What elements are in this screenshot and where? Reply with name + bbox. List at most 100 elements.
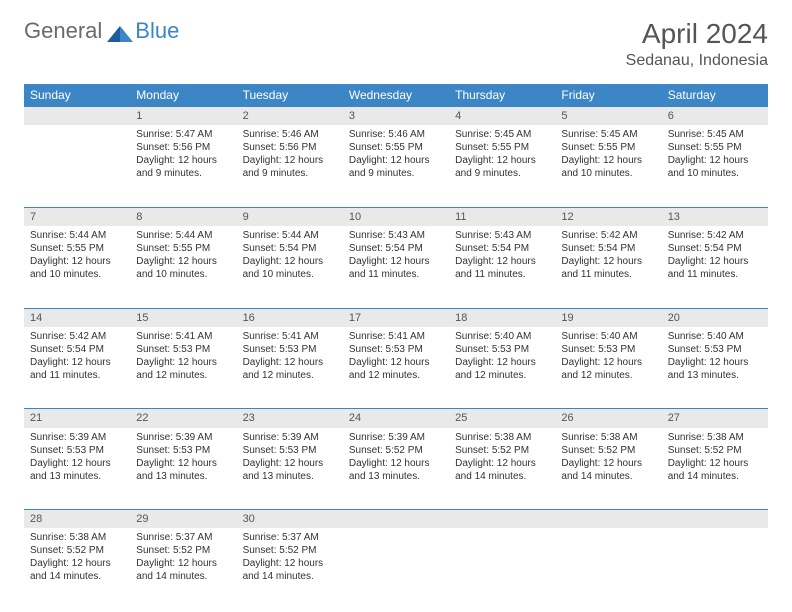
day-number-cell: 23: [237, 409, 343, 428]
day-content-cell: Sunrise: 5:38 AMSunset: 5:52 PMDaylight:…: [449, 428, 555, 510]
day-number-cell: [343, 510, 449, 529]
day-content-cell: Sunrise: 5:43 AMSunset: 5:54 PMDaylight:…: [343, 226, 449, 308]
daylight-line: Daylight: 12 hours and 11 minutes.: [30, 356, 124, 382]
day-content-cell: [449, 528, 555, 610]
day-content-cell: Sunrise: 5:44 AMSunset: 5:55 PMDaylight:…: [130, 226, 236, 308]
sunset-line: Sunset: 5:53 PM: [30, 444, 124, 457]
day-content-cell: Sunrise: 5:42 AMSunset: 5:54 PMDaylight:…: [662, 226, 768, 308]
daylight-line: Daylight: 12 hours and 12 minutes.: [561, 356, 655, 382]
sunrise-line: Sunrise: 5:45 AM: [561, 128, 655, 141]
calendar-table: SundayMondayTuesdayWednesdayThursdayFrid…: [24, 84, 768, 610]
weekday-header: Thursday: [449, 84, 555, 107]
daylight-line: Daylight: 12 hours and 11 minutes.: [561, 255, 655, 281]
daylight-line: Daylight: 12 hours and 14 minutes.: [668, 457, 762, 483]
day-number-cell: [662, 510, 768, 529]
weekday-header: Wednesday: [343, 84, 449, 107]
day-content-cell: Sunrise: 5:45 AMSunset: 5:55 PMDaylight:…: [449, 125, 555, 207]
day-content-cell: [24, 125, 130, 207]
sunrise-line: Sunrise: 5:44 AM: [136, 229, 230, 242]
day-number-cell: 22: [130, 409, 236, 428]
day-content-cell: Sunrise: 5:40 AMSunset: 5:53 PMDaylight:…: [555, 327, 661, 409]
day-number-cell: 15: [130, 308, 236, 327]
daylight-line: Daylight: 12 hours and 9 minutes.: [136, 154, 230, 180]
weekday-header: Monday: [130, 84, 236, 107]
day-number-cell: 27: [662, 409, 768, 428]
day-content-cell: Sunrise: 5:38 AMSunset: 5:52 PMDaylight:…: [24, 528, 130, 610]
logo: General Blue: [24, 18, 179, 44]
sunset-line: Sunset: 5:54 PM: [30, 343, 124, 356]
day-number-cell: 21: [24, 409, 130, 428]
sunset-line: Sunset: 5:52 PM: [668, 444, 762, 457]
daylight-line: Daylight: 12 hours and 12 minutes.: [243, 356, 337, 382]
sunrise-line: Sunrise: 5:47 AM: [136, 128, 230, 141]
sunset-line: Sunset: 5:53 PM: [349, 343, 443, 356]
sunrise-line: Sunrise: 5:38 AM: [455, 431, 549, 444]
day-number-cell: 6: [662, 107, 768, 126]
sunset-line: Sunset: 5:54 PM: [668, 242, 762, 255]
sunset-line: Sunset: 5:54 PM: [455, 242, 549, 255]
day-number-cell: 2: [237, 107, 343, 126]
day-content-cell: [343, 528, 449, 610]
daylight-line: Daylight: 12 hours and 10 minutes.: [561, 154, 655, 180]
day-number-cell: 1: [130, 107, 236, 126]
sunrise-line: Sunrise: 5:39 AM: [243, 431, 337, 444]
sunset-line: Sunset: 5:53 PM: [668, 343, 762, 356]
sunset-line: Sunset: 5:54 PM: [561, 242, 655, 255]
sunset-line: Sunset: 5:55 PM: [30, 242, 124, 255]
day-content-row: Sunrise: 5:38 AMSunset: 5:52 PMDaylight:…: [24, 528, 768, 610]
day-number-cell: 18: [449, 308, 555, 327]
day-number-cell: 17: [343, 308, 449, 327]
day-content-cell: Sunrise: 5:41 AMSunset: 5:53 PMDaylight:…: [130, 327, 236, 409]
location: Sedanau, Indonesia: [626, 52, 768, 70]
sunset-line: Sunset: 5:54 PM: [349, 242, 443, 255]
sunrise-line: Sunrise: 5:39 AM: [136, 431, 230, 444]
sunset-line: Sunset: 5:52 PM: [561, 444, 655, 457]
sunset-line: Sunset: 5:52 PM: [30, 544, 124, 557]
daylight-line: Daylight: 12 hours and 11 minutes.: [668, 255, 762, 281]
sunset-line: Sunset: 5:53 PM: [561, 343, 655, 356]
daylight-line: Daylight: 12 hours and 13 minutes.: [136, 457, 230, 483]
sunrise-line: Sunrise: 5:46 AM: [349, 128, 443, 141]
sunset-line: Sunset: 5:56 PM: [243, 141, 337, 154]
daylight-line: Daylight: 12 hours and 13 minutes.: [668, 356, 762, 382]
day-number-row: 282930: [24, 510, 768, 529]
weekday-header: Sunday: [24, 84, 130, 107]
sunrise-line: Sunrise: 5:37 AM: [243, 531, 337, 544]
sunrise-line: Sunrise: 5:41 AM: [349, 330, 443, 343]
title-block: April 2024 Sedanau, Indonesia: [626, 18, 768, 70]
sunset-line: Sunset: 5:52 PM: [243, 544, 337, 557]
day-number-cell: 26: [555, 409, 661, 428]
logo-triangle-icon: [107, 24, 133, 42]
sunrise-line: Sunrise: 5:38 AM: [30, 531, 124, 544]
sunrise-line: Sunrise: 5:39 AM: [349, 431, 443, 444]
day-content-cell: Sunrise: 5:45 AMSunset: 5:55 PMDaylight:…: [662, 125, 768, 207]
month-title: April 2024: [626, 18, 768, 50]
day-number-cell: 10: [343, 207, 449, 226]
sunrise-line: Sunrise: 5:37 AM: [136, 531, 230, 544]
day-number-cell: 5: [555, 107, 661, 126]
day-number-cell: 8: [130, 207, 236, 226]
day-content-row: Sunrise: 5:39 AMSunset: 5:53 PMDaylight:…: [24, 428, 768, 510]
sunrise-line: Sunrise: 5:39 AM: [30, 431, 124, 444]
day-number-cell: 28: [24, 510, 130, 529]
sunset-line: Sunset: 5:52 PM: [349, 444, 443, 457]
day-number-cell: 3: [343, 107, 449, 126]
daylight-line: Daylight: 12 hours and 12 minutes.: [349, 356, 443, 382]
weekday-header: Friday: [555, 84, 661, 107]
daylight-line: Daylight: 12 hours and 13 minutes.: [243, 457, 337, 483]
daylight-line: Daylight: 12 hours and 14 minutes.: [455, 457, 549, 483]
daylight-line: Daylight: 12 hours and 11 minutes.: [349, 255, 443, 281]
day-number-cell: 7: [24, 207, 130, 226]
logo-text-blue: Blue: [135, 18, 179, 44]
daylight-line: Daylight: 12 hours and 14 minutes.: [30, 557, 124, 583]
daylight-line: Daylight: 12 hours and 9 minutes.: [349, 154, 443, 180]
day-content-cell: Sunrise: 5:39 AMSunset: 5:53 PMDaylight:…: [24, 428, 130, 510]
sunset-line: Sunset: 5:55 PM: [561, 141, 655, 154]
sunset-line: Sunset: 5:55 PM: [349, 141, 443, 154]
daylight-line: Daylight: 12 hours and 14 minutes.: [561, 457, 655, 483]
sunset-line: Sunset: 5:56 PM: [136, 141, 230, 154]
daylight-line: Daylight: 12 hours and 11 minutes.: [455, 255, 549, 281]
daylight-line: Daylight: 12 hours and 12 minutes.: [455, 356, 549, 382]
sunset-line: Sunset: 5:53 PM: [136, 343, 230, 356]
day-number-cell: 11: [449, 207, 555, 226]
